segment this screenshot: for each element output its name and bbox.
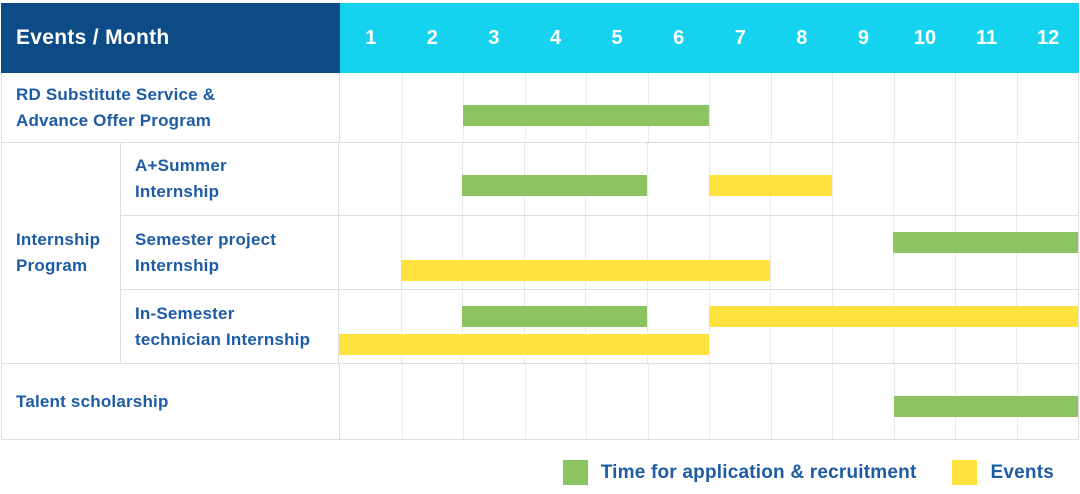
row-label-line: Internship (135, 182, 220, 201)
month-gridline (1016, 73, 1018, 142)
month-gridline (708, 216, 710, 289)
month-label-6: 6 (673, 26, 685, 49)
month-gridline (646, 143, 648, 215)
month-gridline (401, 364, 403, 439)
month-label-9: 9 (857, 26, 869, 49)
month-label-4: 4 (549, 26, 562, 49)
row-label-line: RD Substitute Service & (16, 84, 216, 104)
month-gridline (400, 216, 402, 289)
row-semester-project-internship: Semester project Internship (121, 216, 1078, 290)
internship-program-subrows: A+Summer Internship Semester project Int… (121, 143, 1078, 363)
month-label-2: 2 (426, 26, 438, 49)
row-label-line: In-Semester (135, 303, 235, 323)
month-gridline (954, 143, 956, 215)
row-talent-scholarship: Talent scholarship (2, 364, 1078, 439)
month-gridline (400, 143, 402, 215)
internship-program-group: Internship Program A+Summer Internship S… (2, 143, 1078, 364)
month-label-3: 3 (488, 26, 500, 49)
legend-label-application-recruitment: Time for application & recruitment (600, 461, 917, 483)
row-label-line: technician Internship (135, 329, 311, 349)
row-label-semester-project: Semester project Internship (121, 216, 339, 289)
month-gridline (831, 143, 833, 215)
row-label-line: Advance Offer Program (16, 110, 212, 130)
row-label-line: Talent scholarship (16, 391, 169, 411)
application-recruitment-bar (463, 105, 709, 126)
month-gridline (1016, 143, 1018, 215)
month-gridline (647, 364, 649, 439)
month-gridline (400, 290, 402, 363)
month-label-8: 8 (796, 26, 808, 49)
row-chart-in-semester-technician (339, 290, 1078, 363)
row-rd-substitute-service: RD Substitute Service & Advance Offer Pr… (2, 73, 1078, 143)
month-gridline (586, 364, 587, 439)
row-label-line: Semester project (135, 229, 277, 249)
legend-swatch-green-icon (562, 460, 588, 485)
group-label-internship-program: Internship Program (2, 143, 121, 363)
legend-item-application-recruitment: Time for application & recruitment (562, 460, 917, 485)
month-gridline (463, 364, 464, 439)
row-a-summer-internship: A+Summer Internship (121, 143, 1078, 216)
month-gridline (831, 216, 833, 289)
month-gridline (709, 73, 710, 142)
month-label-1: 1 (365, 26, 377, 49)
row-in-semester-technician-internship: In-Semester technician Internship (121, 290, 1078, 363)
month-gridline (893, 143, 895, 215)
month-gridline (955, 73, 956, 142)
month-gridline (893, 73, 895, 142)
legend-item-events: Events (952, 460, 1054, 485)
row-chart-talent-scholarship (340, 364, 1078, 439)
row-label-a-summer: A+Summer Internship (121, 143, 339, 215)
month-gridline (524, 364, 526, 439)
group-label-line: Program (16, 256, 88, 275)
legend-label-events: Events (990, 461, 1054, 483)
events-bar (400, 260, 771, 281)
month-gridline (646, 216, 648, 289)
month-gridline (832, 364, 833, 439)
month-gridline (462, 216, 464, 289)
month-gridline (523, 216, 525, 289)
application-recruitment-bar (462, 306, 647, 327)
row-label-rd-substitute: RD Substitute Service & Advance Offer Pr… (2, 73, 340, 142)
row-chart-semester-project (339, 216, 1078, 289)
header-months-strip: 1 2 3 4 5 6 7 8 9 10 11 12 (340, 3, 1079, 73)
month-gridline (770, 364, 772, 439)
row-label-line: Internship (135, 255, 220, 275)
legend-swatch-yellow-icon (952, 460, 978, 485)
events-bar (708, 175, 832, 196)
table-body: RD Substitute Service & Advance Offer Pr… (1, 73, 1079, 440)
legend: Time for application & recruitment Event… (562, 460, 1054, 485)
month-label-10: 10 (913, 26, 937, 49)
month-gridline (832, 73, 833, 142)
application-recruitment-bar (893, 232, 1078, 253)
application-recruitment-bar (893, 396, 1078, 417)
row-chart-a-summer (339, 143, 1078, 215)
row-label-talent-scholarship: Talent scholarship (2, 364, 340, 439)
month-gridline (770, 216, 772, 289)
month-gridline (585, 216, 587, 289)
month-gridline (709, 364, 710, 439)
month-gridline (770, 73, 772, 142)
row-label-in-semester-technician: In-Semester technician Internship (121, 290, 339, 363)
events-bar (708, 306, 1078, 327)
events-bar (339, 334, 709, 355)
header-events-month-cell: Events / Month (1, 3, 340, 73)
row-label-line: A+Summer (135, 156, 227, 175)
month-label-5: 5 (611, 26, 623, 49)
table-header-row: Events / Month 1 2 3 4 5 6 7 8 9 10 11 12 (1, 3, 1079, 73)
month-gridline (646, 290, 648, 363)
group-label-line: Internship (16, 230, 101, 249)
month-label-12: 12 (1037, 26, 1060, 49)
month-gridline (401, 73, 403, 142)
schedule-table: Events / Month 1 2 3 4 5 6 7 8 9 10 11 12 RD Substi… (1, 3, 1079, 440)
month-label-7: 7 (734, 26, 746, 49)
row-chart-rd-substitute (340, 73, 1078, 142)
month-label-11: 11 (975, 26, 998, 49)
application-recruitment-bar (462, 175, 647, 196)
